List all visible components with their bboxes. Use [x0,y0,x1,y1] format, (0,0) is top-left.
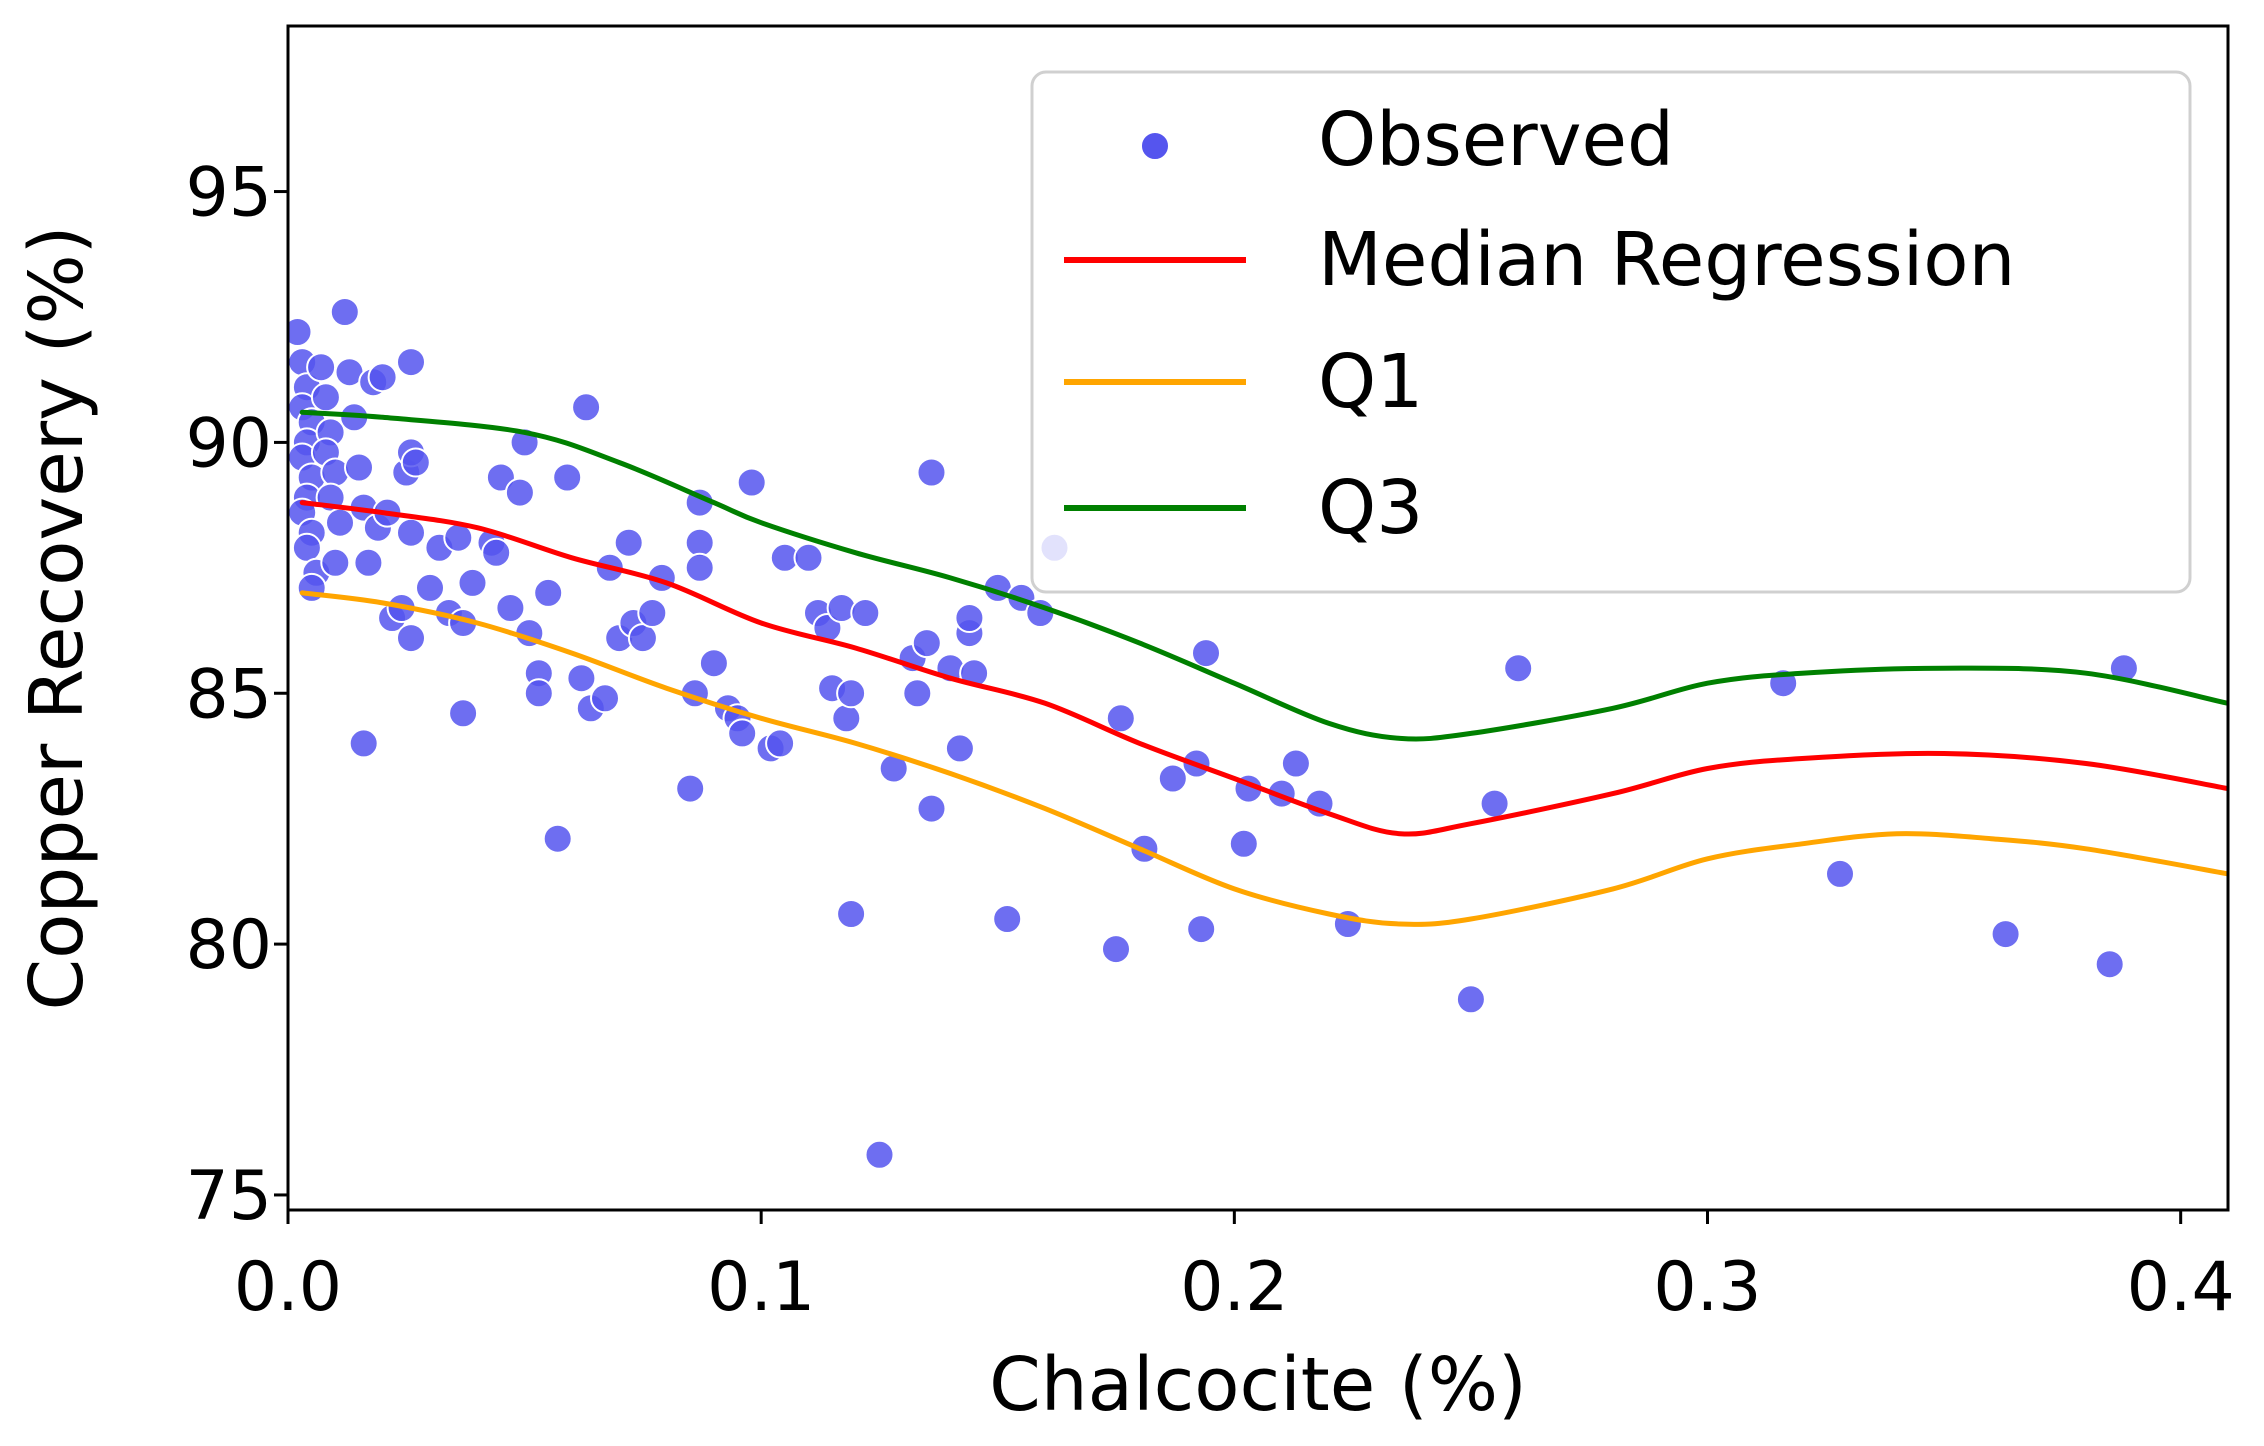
observed-point [1157,763,1188,794]
observed-point [353,547,384,578]
observed-point [1503,653,1534,684]
observed-point [831,703,862,734]
plot-frame [286,24,2230,1212]
observed-point [504,477,535,508]
observed-point [916,457,947,488]
observed-point [2094,949,2125,980]
legend-q1-label: Q1 [1318,339,1423,425]
x-tick-label: 0.0 [234,1248,342,1327]
observed-point [836,678,867,709]
observed-point [1101,934,1131,965]
observed-point [850,598,881,628]
observed-point [836,899,867,929]
observed-point [1479,788,1510,819]
legend-q3-label: Q3 [1318,465,1423,551]
observed-point [320,547,351,578]
median-regression-line [299,500,2228,837]
observed-point [533,577,564,608]
y-tick-label: 90 [185,404,272,483]
observed-point [698,648,729,679]
observed-point [415,572,445,603]
observed-point [566,663,597,694]
observed-point [329,297,360,327]
observed-point [684,527,715,558]
observed-point [793,542,824,573]
x-axis: 0.0 0.1 0.2 0.3 0.4 [234,1210,2235,1327]
observed-point [1191,638,1221,669]
observed-point [448,698,479,729]
observed-point [400,447,431,478]
observed-point [736,467,767,498]
observed-point [675,773,706,804]
observed-point [288,317,313,347]
x-tick-label: 0.3 [1653,1248,1761,1327]
observed-point [2108,653,2139,684]
observed-point [1825,858,1855,889]
observed-point [542,823,573,854]
observed-point [367,362,398,393]
observed-point [396,517,426,548]
legend-frame [1030,70,2192,594]
y-tick-label: 95 [185,154,272,233]
observed-point [344,452,374,483]
observed-point [765,728,796,759]
y-tick-label: 80 [185,906,272,985]
observed-point [864,1139,895,1170]
plot-area [288,297,2228,1170]
legend-observed-marker [1140,131,1170,161]
observed-point [481,537,512,568]
y-tick-label: 85 [185,655,272,734]
y-axis-label: Copper Recovery (%) [14,225,100,1010]
observed-point [457,567,488,598]
x-tick-label: 0.2 [1180,1248,1288,1327]
observed-point [396,623,426,654]
q1-line [299,590,2228,927]
observed-point [992,904,1023,934]
observed-point [902,678,933,709]
observed-point [954,603,985,633]
observed-point [911,628,942,659]
observed-point [306,352,337,383]
lines-layer [299,409,2228,927]
observed-point [396,347,426,378]
observed-point [1105,703,1136,734]
observed-point [613,527,644,558]
observed-point [1186,914,1217,945]
observed-point [348,728,379,759]
observed-point [944,733,975,764]
observed-point [523,678,554,709]
observed-point [684,552,715,583]
observed-point [637,598,668,628]
observed-point [552,462,583,493]
observed-point [1455,984,1486,1015]
observed-point [1990,919,2021,950]
legend-median-label: Median Regression [1318,217,2015,303]
scatter-layer [288,297,2139,1170]
x-axis-label: Chalcocite (%) [989,1342,1527,1428]
observed-point [291,532,322,563]
observed-point [727,718,758,749]
y-axis: 75 80 85 90 95 [185,154,288,1236]
x-tick-label: 0.1 [707,1248,815,1327]
observed-point [1280,748,1311,779]
legend: Observed Median Regression Q1 Q3 [1030,70,2192,594]
observed-point [590,683,620,714]
observed-point [627,623,658,654]
observed-point [296,572,327,603]
observed-point [495,593,526,623]
observed-point [310,382,341,413]
legend-observed-label: Observed [1318,97,1674,183]
observed-point [571,392,602,423]
observed-point [1228,828,1259,859]
observed-point [916,793,947,824]
q3-line [299,409,2228,742]
x-tick-label: 0.4 [2127,1248,2235,1327]
y-tick-label: 75 [185,1157,272,1236]
